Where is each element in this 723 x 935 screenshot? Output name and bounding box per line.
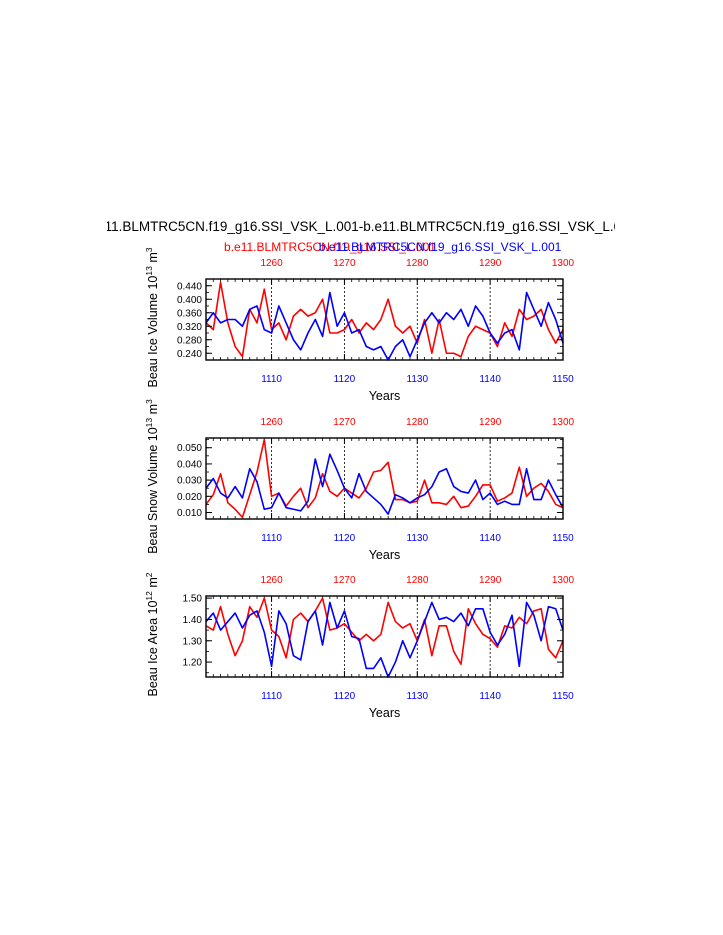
plot-frame — [205, 437, 564, 520]
y-axis-title-exponent: 12 — [144, 591, 154, 601]
x-tick-label-bottom: 1130 — [407, 374, 429, 385]
x-tick-label-bottom: 1130 — [407, 691, 429, 702]
subtitle-case-red: b.e11.BLMTRC5CN.f19_g16.SSI_L.001 — [224, 240, 436, 254]
x-tick-label-top: 1260 — [260, 258, 283, 269]
y-axis-title-exponent: 3 — [144, 399, 154, 404]
x-tick-label-bottom: 1150 — [552, 533, 574, 544]
y-tick-label: 0.360 — [177, 308, 202, 319]
main-title: b.e11.BLMTRC5CN.f19_g16.SSI_VSK_L.001-b.… — [86, 219, 636, 234]
plot-frame — [205, 595, 564, 678]
y-axis-title-text: Beau Snow Volume 10 — [146, 427, 160, 554]
y-tick-label: 0.400 — [177, 295, 202, 306]
x-tick-label-bottom: 1150 — [552, 691, 574, 702]
y-axis-title-text: Beau Ice Volume 10 — [146, 276, 160, 388]
x-tick-label-bottom: 1140 — [479, 374, 501, 385]
y-tick-label: 1.20 — [183, 658, 203, 669]
y-tick-label: 0.440 — [177, 281, 202, 292]
y-axis-title-text: Beau Ice Area 10 — [146, 601, 160, 697]
x-tick-label-top: 1300 — [552, 575, 575, 586]
y-tick-label: 0.040 — [177, 459, 202, 470]
y-tick-label: 0.020 — [177, 492, 202, 503]
y-axis-title: Beau Snow Volume 1013 m3 — [144, 399, 160, 554]
x-tick-label-bottom: 1110 — [261, 533, 282, 544]
x-axis-title: Years — [369, 548, 401, 562]
y-axis-title: Beau Ice Area 1012 m2 — [144, 572, 160, 696]
x-tick-label-top: 1290 — [479, 258, 502, 269]
chart-panel-2: 1110 1120 1130 1140 1150 1260 1270 1280 1290 1300… — [144, 399, 575, 562]
x-tick-label-bottom: 1140 — [479, 691, 501, 702]
x-tick-label-top: 1290 — [479, 417, 502, 428]
y-axis-title-text: m — [146, 252, 160, 266]
x-tick-label-bottom: 1150 — [552, 374, 574, 385]
x-tick-label-top: 1270 — [333, 258, 356, 269]
series-line-red — [205, 281, 564, 358]
x-tick-label-top: 1280 — [406, 258, 429, 269]
series-line-blue — [205, 291, 564, 361]
y-axis-title: Beau Ice Volume 1013 m3 — [144, 247, 160, 387]
x-tick-label-bottom: 1110 — [261, 374, 282, 385]
x-tick-label-top: 1290 — [479, 575, 502, 586]
x-tick-label-top: 1280 — [406, 575, 429, 586]
y-tick-label: 0.240 — [177, 349, 202, 360]
series-line-blue — [205, 601, 564, 678]
x-axis-title: Years — [369, 706, 401, 720]
series-line-red — [205, 597, 564, 666]
y-axis-title-text: m — [146, 577, 160, 591]
x-tick-label-bottom: 1110 — [261, 691, 282, 702]
x-tick-label-top: 1260 — [260, 575, 283, 586]
y-axis-title-exponent: 2 — [144, 572, 154, 577]
y-tick-label: 0.320 — [177, 322, 202, 333]
x-tick-label-top: 1300 — [552, 258, 575, 269]
y-tick-label: 0.050 — [177, 443, 202, 454]
y-tick-label: 1.40 — [183, 615, 203, 626]
panels: 1110 1120 1130 1140 1150 1260 1270 1280 1290 1300… — [144, 247, 575, 720]
chart-panel-1: 1110 1120 1130 1140 1150 1260 1270 1280 1290 1300… — [144, 247, 575, 403]
y-tick-label: 1.30 — [183, 636, 203, 647]
x-axis-title: Years — [369, 389, 401, 403]
x-tick-label-top: 1260 — [260, 417, 283, 428]
plot-frame — [205, 278, 564, 361]
y-tick-label: 0.030 — [177, 476, 202, 487]
y-axis-title-exponent: 13 — [144, 418, 154, 428]
series-line-red — [205, 438, 564, 519]
chart-panel-3: 1110 1120 1130 1140 1150 1260 1270 1280 1290 1300… — [144, 572, 575, 720]
y-tick-label: 1.50 — [183, 594, 203, 605]
y-axis-title-exponent: 3 — [144, 247, 154, 252]
y-tick-label: 0.280 — [177, 335, 202, 346]
x-tick-label-bottom: 1120 — [334, 533, 356, 544]
x-tick-label-bottom: 1130 — [407, 533, 429, 544]
x-tick-label-top: 1270 — [333, 575, 356, 586]
x-tick-label-top: 1280 — [406, 417, 429, 428]
series-line-blue — [205, 453, 564, 515]
y-tick-label: 0.010 — [177, 508, 202, 519]
x-tick-label-bottom: 1140 — [479, 533, 501, 544]
y-axis-title-text: m — [146, 404, 160, 418]
y-axis-title-exponent: 13 — [144, 266, 154, 276]
x-tick-label-bottom: 1120 — [334, 374, 356, 385]
x-tick-label-bottom: 1120 — [334, 691, 356, 702]
subtitle-case-blue: b.e11.BLMTRC5CN.f19_g16.SSI_VSK_L.001 — [319, 240, 562, 254]
x-tick-label-top: 1300 — [552, 417, 575, 428]
x-tick-label-top: 1270 — [333, 417, 356, 428]
